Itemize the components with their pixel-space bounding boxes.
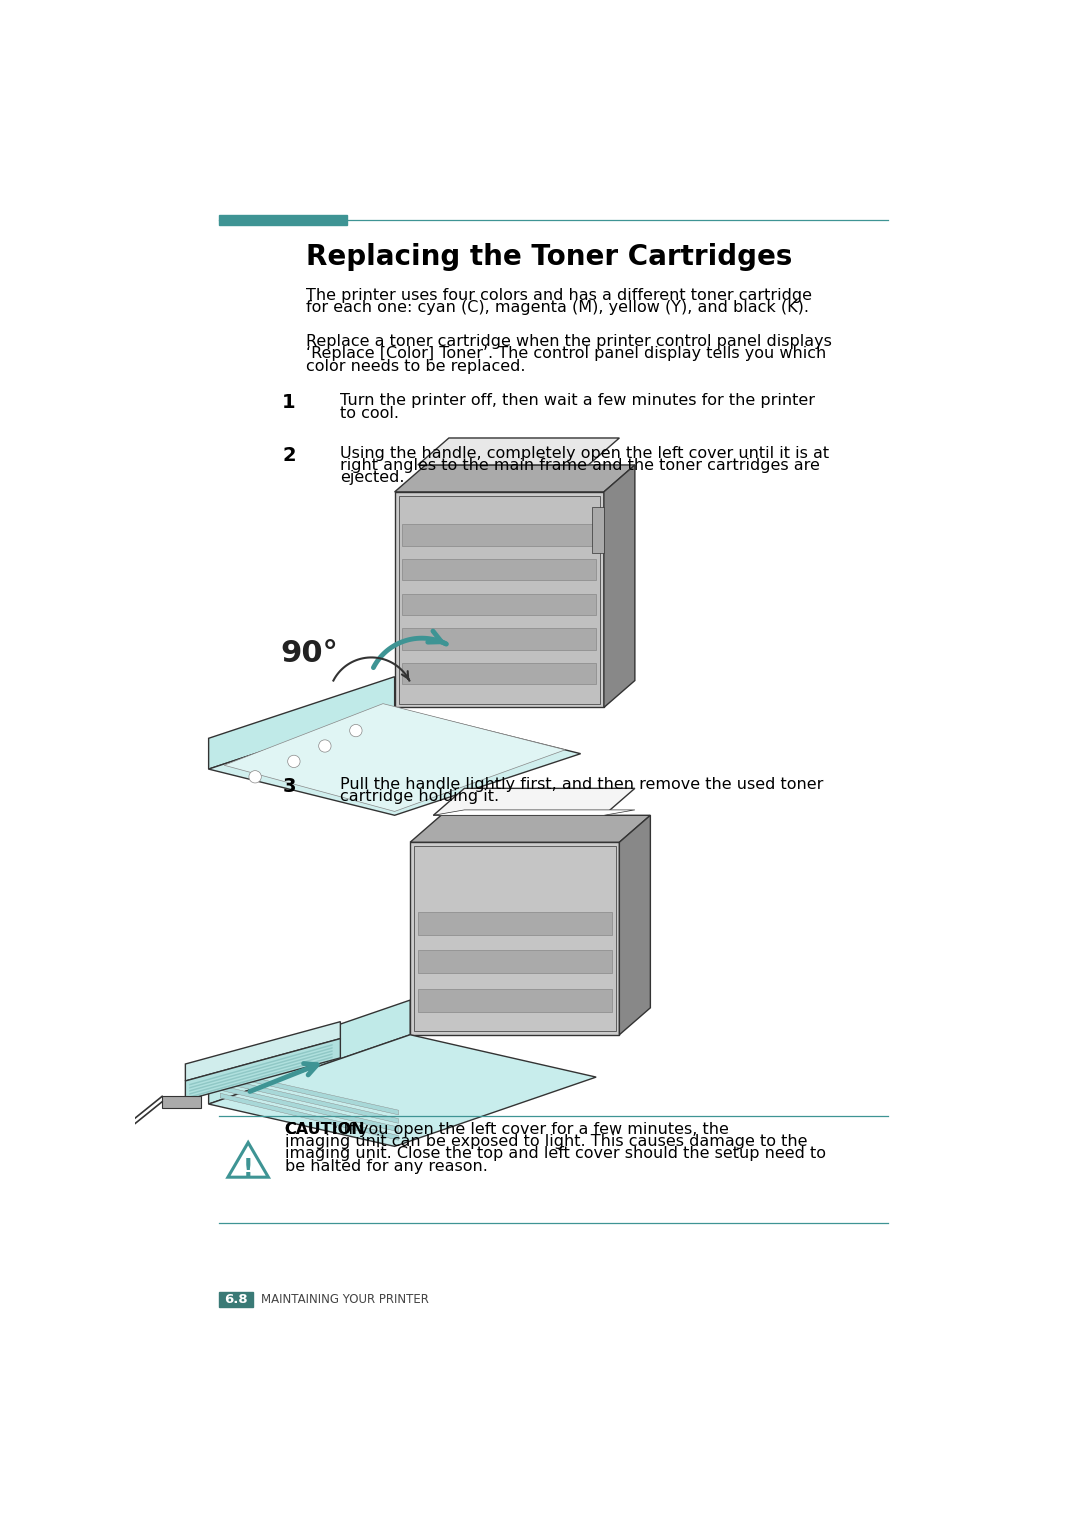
Bar (403, 629, 596, 650)
Polygon shape (410, 815, 650, 842)
Bar (403, 525, 596, 546)
Bar (403, 662, 596, 684)
Polygon shape (418, 438, 619, 465)
Bar (403, 594, 596, 615)
Polygon shape (189, 1044, 333, 1085)
Text: Using the handle, completely open the left cover until it is at: Using the handle, completely open the le… (340, 446, 829, 461)
Circle shape (248, 771, 261, 783)
Bar (418, 989, 611, 1012)
Text: be halted for any reason.: be halted for any reason. (284, 1158, 487, 1173)
Text: ‘Replace [Color] Toner’. The control panel display tells you which: ‘Replace [Color] Toner’. The control pan… (306, 346, 826, 362)
Polygon shape (208, 708, 581, 815)
Polygon shape (189, 1053, 333, 1094)
Text: 2: 2 (282, 446, 296, 465)
Polygon shape (394, 465, 635, 491)
Text: ejected.: ejected. (340, 470, 405, 485)
Polygon shape (220, 1085, 399, 1132)
Text: Replace a toner cartridge when the printer control panel displays: Replace a toner cartridge when the print… (306, 334, 832, 349)
Bar (403, 559, 596, 580)
Text: !: ! (243, 1157, 254, 1181)
Text: Replacing the Toner Cartridges: Replacing the Toner Cartridges (306, 243, 792, 272)
Polygon shape (186, 1039, 340, 1100)
FancyBboxPatch shape (394, 491, 604, 708)
Text: imaging unit can be exposed to light. This causes damage to the: imaging unit can be exposed to light. Th… (284, 1134, 807, 1149)
Polygon shape (225, 703, 565, 812)
Polygon shape (162, 1096, 201, 1108)
Text: : If you open the left cover for a few minutes, the: : If you open the left cover for a few m… (333, 1122, 729, 1137)
Text: right angles to the main frame and the toner cartridges are: right angles to the main frame and the t… (340, 458, 820, 473)
Bar (218, 215, 347, 224)
Polygon shape (189, 1050, 333, 1091)
Bar (218, 1293, 253, 1308)
Polygon shape (604, 465, 635, 708)
FancyBboxPatch shape (410, 842, 619, 1035)
Text: cartridge holding it.: cartridge holding it. (340, 789, 499, 804)
Polygon shape (220, 1077, 399, 1123)
Bar (399, 496, 600, 703)
Text: for each one: cyan (C), magenta (M), yellow (Y), and black (K).: for each one: cyan (C), magenta (M), yel… (306, 301, 809, 316)
Bar (414, 845, 616, 1032)
Text: The printer uses four colors and has a different toner cartridge: The printer uses four colors and has a d… (306, 288, 811, 302)
Text: color needs to be replaced.: color needs to be replaced. (306, 359, 525, 374)
Circle shape (319, 740, 332, 752)
Bar (592, 507, 604, 554)
Text: 3: 3 (282, 777, 296, 795)
Text: C: C (284, 1122, 296, 1137)
Polygon shape (208, 1035, 596, 1146)
Polygon shape (433, 810, 635, 815)
Polygon shape (208, 1000, 410, 1103)
Text: Pull the handle lightly first, and then remove the used toner: Pull the handle lightly first, and then … (340, 777, 824, 792)
Polygon shape (220, 1070, 399, 1116)
Circle shape (350, 725, 362, 737)
Text: CAUTION: CAUTION (284, 1122, 365, 1137)
Text: 1: 1 (282, 394, 296, 412)
Polygon shape (433, 789, 635, 815)
Polygon shape (208, 676, 394, 769)
Circle shape (287, 755, 300, 768)
Bar (418, 911, 611, 934)
Polygon shape (189, 1056, 333, 1097)
Polygon shape (189, 1047, 333, 1088)
Text: MAINTAINING YOUR PRINTER: MAINTAINING YOUR PRINTER (260, 1293, 429, 1306)
Text: to cool.: to cool. (340, 406, 400, 421)
Polygon shape (186, 1021, 340, 1080)
Polygon shape (228, 1143, 268, 1177)
Text: Turn the printer off, then wait a few minutes for the printer: Turn the printer off, then wait a few mi… (340, 394, 815, 409)
Bar (418, 951, 611, 974)
Polygon shape (619, 815, 650, 1035)
Text: 6.8: 6.8 (224, 1293, 247, 1306)
Polygon shape (220, 1093, 399, 1140)
Text: 90°: 90° (281, 639, 338, 668)
Text: imaging unit. Close the top and left cover should the setup need to: imaging unit. Close the top and left cov… (284, 1146, 825, 1161)
